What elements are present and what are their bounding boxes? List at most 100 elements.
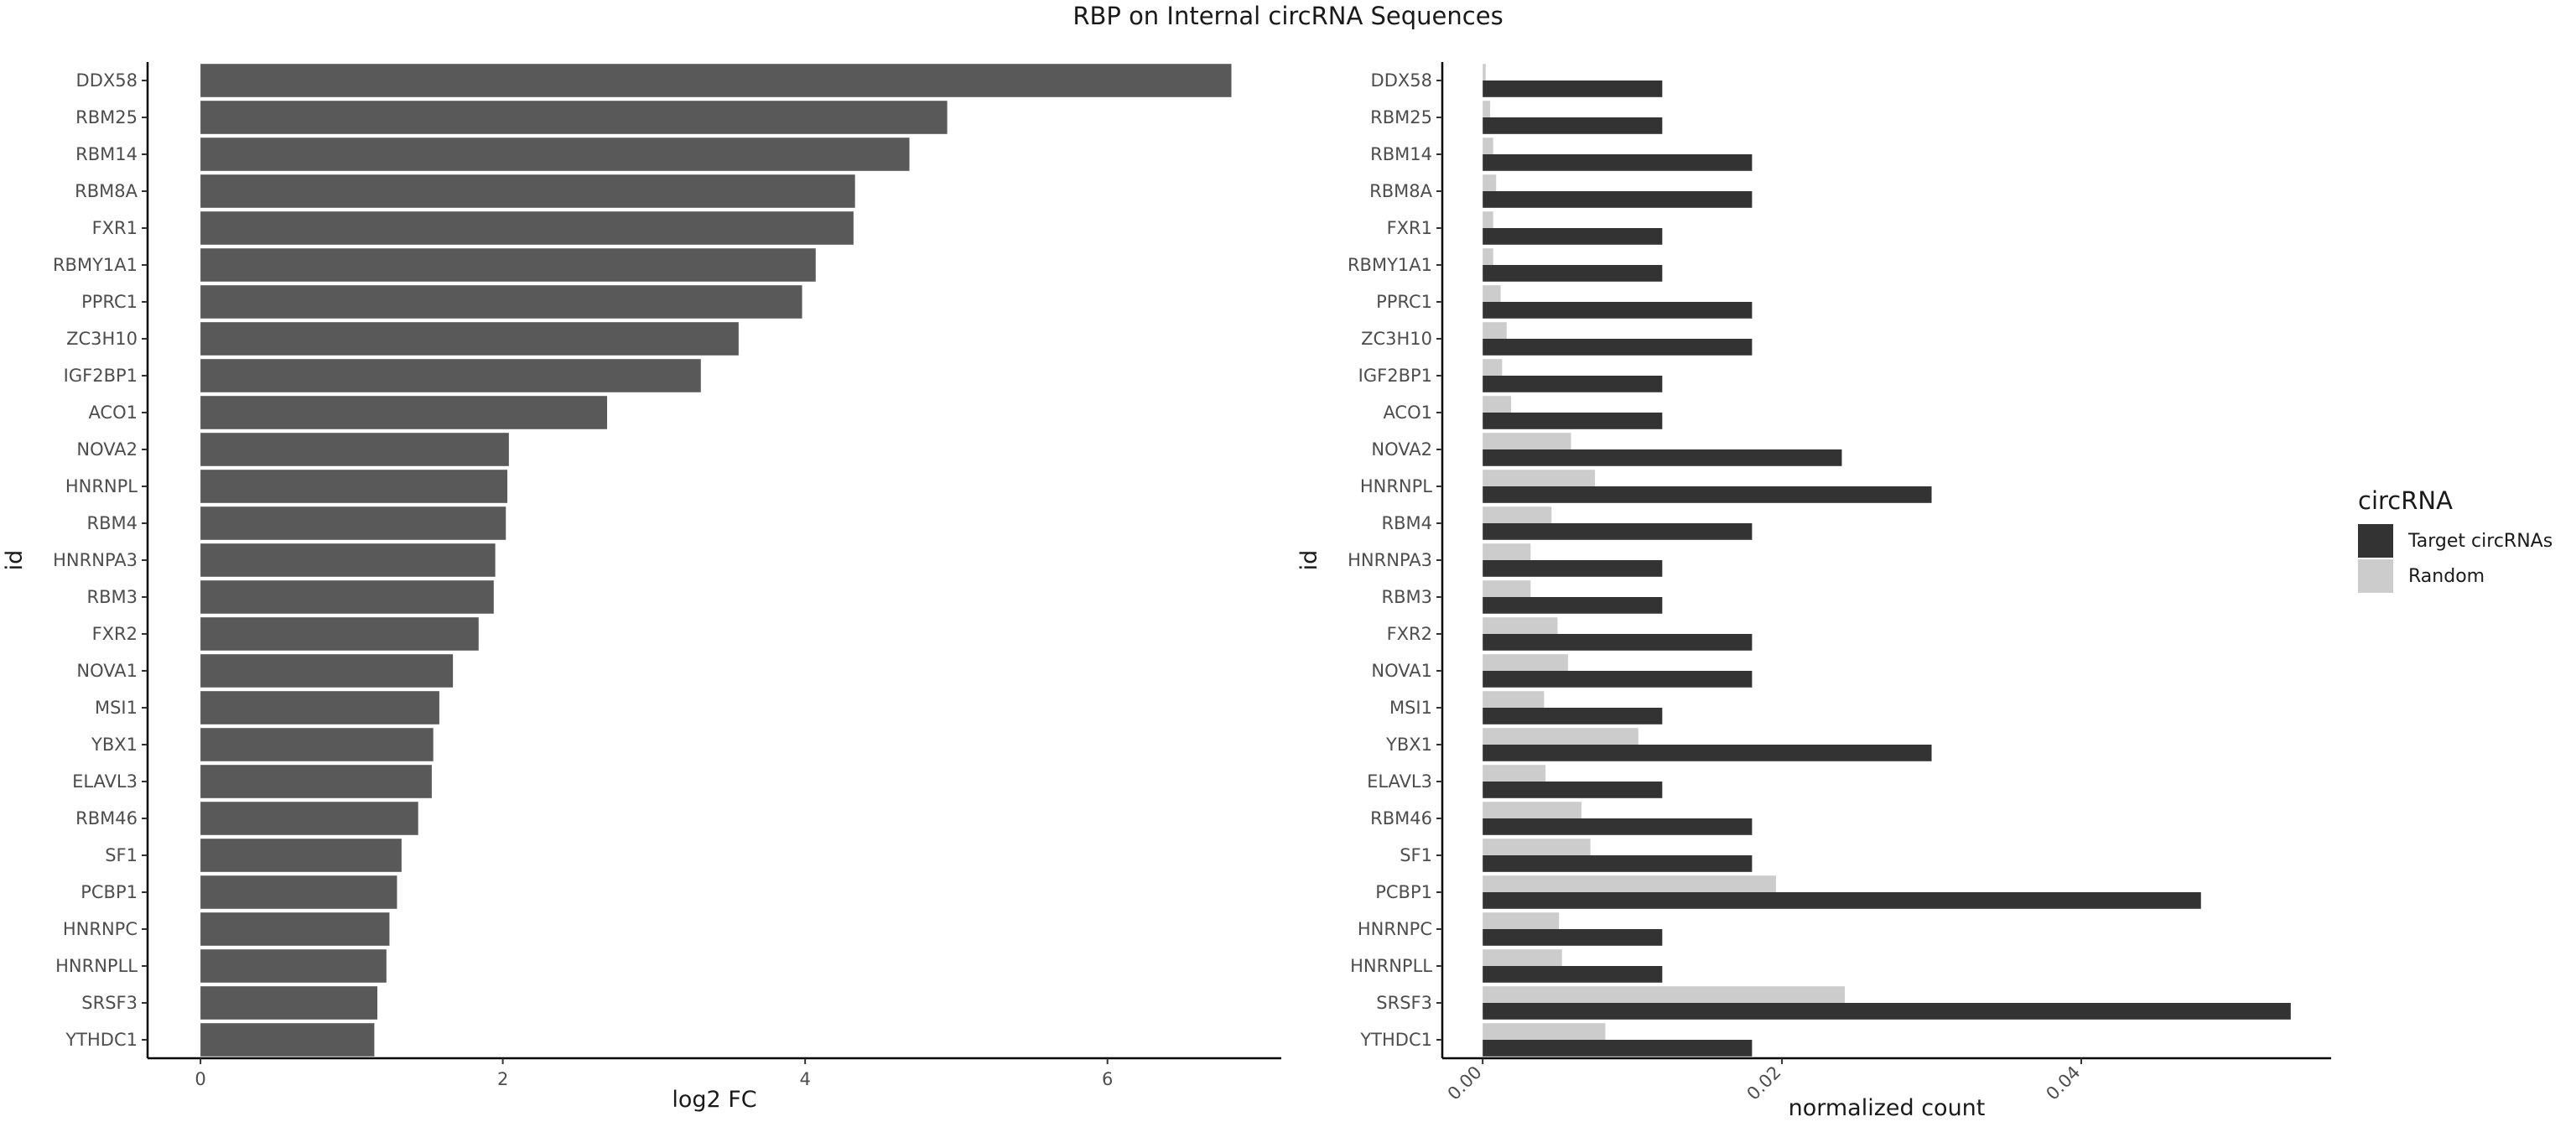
bar-random-elavl3 xyxy=(1483,765,1546,782)
bar-random-aco1 xyxy=(1483,396,1512,413)
bar-target-hnrnpa3 xyxy=(1483,560,1663,577)
bar-random-rbm25 xyxy=(1483,101,1491,117)
y-tick-label-igf2bp1: IGF2BP1 xyxy=(1358,366,1432,386)
y-tick-label-rbm14: RBM14 xyxy=(1370,144,1432,164)
y-tick-label-nova2: NOVA2 xyxy=(1371,439,1432,460)
y-tick-label-srsf3: SRSF3 xyxy=(1376,993,1432,1013)
bar-target-rbm3 xyxy=(1483,597,1663,614)
y-tick-label-nova2: NOVA2 xyxy=(76,439,138,460)
y-tick-label-pprc1: PPRC1 xyxy=(1376,292,1432,312)
bar-target-nova2 xyxy=(1483,449,1842,466)
bar-random-hnrnpll xyxy=(1483,949,1562,966)
bar-target-pcbp1 xyxy=(1483,892,2201,909)
bar-ythdc1 xyxy=(200,1023,375,1057)
y-axis-title-1: id xyxy=(2,550,28,571)
bar-hnrnpc xyxy=(200,912,390,946)
bar-ybx1 xyxy=(200,728,434,761)
bar-rbm25 xyxy=(200,101,948,134)
y-tick-label-elavl3: ELAVL3 xyxy=(1367,771,1432,792)
bar-random-ythdc1 xyxy=(1483,1023,1606,1040)
bar-random-igf2bp1 xyxy=(1483,359,1503,376)
y-tick-label-fxr1: FXR1 xyxy=(1387,218,1432,238)
x-tick-label-1-2: 4 xyxy=(799,1069,810,1089)
x-axis-title-1: log2 FC xyxy=(672,1087,756,1113)
y-tick-label-ddx58: DDX58 xyxy=(76,70,138,91)
y-tick-label-rbm8a: RBM8A xyxy=(1369,181,1432,201)
bar-pcbp1 xyxy=(200,875,397,909)
bar-hnrnpll xyxy=(200,949,387,983)
bar-nova2 xyxy=(200,433,509,466)
y-tick-label-nova1: NOVA1 xyxy=(76,661,138,681)
bar-target-igf2bp1 xyxy=(1483,376,1663,392)
plot-title: RBP on Internal circRNA Sequences xyxy=(1072,2,1504,30)
bar-random-srsf3 xyxy=(1483,986,1846,1003)
bar-rbmy1a1 xyxy=(200,248,816,282)
bar-target-ythdc1 xyxy=(1483,1040,1753,1057)
bar-target-ddx58 xyxy=(1483,80,1663,97)
bar-rbm46 xyxy=(200,802,418,835)
x-tick-label-1-0: 0 xyxy=(195,1069,205,1089)
y-tick-label-srsf3: SRSF3 xyxy=(81,993,138,1013)
y-tick-label-rbm3: RBM3 xyxy=(87,587,138,607)
y-tick-label-sf1: SF1 xyxy=(1400,845,1432,865)
y-tick-label-hnrnpll: HNRNPLL xyxy=(1350,956,1432,976)
bar-target-rbm14 xyxy=(1483,154,1753,171)
y-tick-label-rbmy1a1: RBMY1A1 xyxy=(1348,255,1432,275)
bar-ddx58 xyxy=(200,64,1232,97)
bar-target-rbm46 xyxy=(1483,818,1753,835)
bar-fxr2 xyxy=(200,617,479,651)
bar-random-nova1 xyxy=(1483,654,1568,671)
bar-random-hnrnpc xyxy=(1483,912,1560,929)
y-tick-label-rbm46: RBM46 xyxy=(75,808,138,828)
y-tick-label-ythdc1: YTHDC1 xyxy=(1359,1030,1432,1050)
bar-elavl3 xyxy=(200,765,432,798)
bar-random-ybx1 xyxy=(1483,728,1639,745)
bar-target-elavl3 xyxy=(1483,782,1663,798)
bar-target-hnrnpll xyxy=(1483,966,1663,983)
bar-target-sf1 xyxy=(1483,855,1753,872)
y-tick-label-ybx1: YBX1 xyxy=(1385,735,1432,755)
bar-target-rbmy1a1 xyxy=(1483,265,1663,282)
bar-rbm8a xyxy=(200,174,855,208)
bar-aco1 xyxy=(200,396,608,429)
legend-entry-random: Random xyxy=(2358,558,2553,594)
y-tick-label-rbm3: RBM3 xyxy=(1382,587,1432,607)
bar-target-pprc1 xyxy=(1483,302,1753,319)
bar-target-fxr2 xyxy=(1483,634,1753,651)
bar-random-fxr2 xyxy=(1483,617,1558,634)
y-tick-label-pcbp1: PCBP1 xyxy=(1375,882,1432,902)
y-tick-label-rbm46: RBM46 xyxy=(1370,808,1432,828)
y-tick-label-sf1: SF1 xyxy=(105,845,138,865)
x-axis-title-2: normalized count xyxy=(1789,1095,1986,1121)
bar-random-rbm8a xyxy=(1483,174,1497,191)
y-tick-label-hnrnpc: HNRNPC xyxy=(1358,919,1432,939)
x-tick-label-2-0: 0.00 xyxy=(1444,1062,1486,1104)
y-tick-label-msi1: MSI1 xyxy=(95,698,138,718)
legend-label-random: Random xyxy=(2408,565,2485,587)
bar-sf1 xyxy=(200,839,402,872)
y-axis-title-2: id xyxy=(1296,550,1322,571)
bar-random-rbmy1a1 xyxy=(1483,248,1493,265)
bar-target-rbm25 xyxy=(1483,117,1663,134)
bar-random-rbm46 xyxy=(1483,802,1581,818)
x-tick-label-1-1: 2 xyxy=(497,1069,508,1089)
bar-target-rbm8a xyxy=(1483,191,1753,208)
y-tick-label-pprc1: PPRC1 xyxy=(81,292,138,312)
y-tick-label-ddx58: DDX58 xyxy=(1371,70,1432,91)
bar-random-nova2 xyxy=(1483,433,1571,449)
bar-random-rbm3 xyxy=(1483,580,1531,597)
bar-rbm4 xyxy=(200,506,506,540)
bar-target-ybx1 xyxy=(1483,745,1932,761)
bar-random-fxr1 xyxy=(1483,211,1493,228)
y-tick-label-rbm14: RBM14 xyxy=(75,144,138,164)
bar-hnrnpl xyxy=(200,470,508,503)
bar-fxr1 xyxy=(200,211,854,245)
y-tick-label-msi1: MSI1 xyxy=(1389,698,1432,718)
y-tick-label-nova1: NOVA1 xyxy=(1371,661,1432,681)
y-tick-label-rbm4: RBM4 xyxy=(1382,513,1432,533)
y-tick-label-fxr1: FXR1 xyxy=(92,218,138,238)
y-tick-label-hnrnpc: HNRNPC xyxy=(63,919,138,939)
y-tick-label-rbm8a: RBM8A xyxy=(75,181,138,201)
